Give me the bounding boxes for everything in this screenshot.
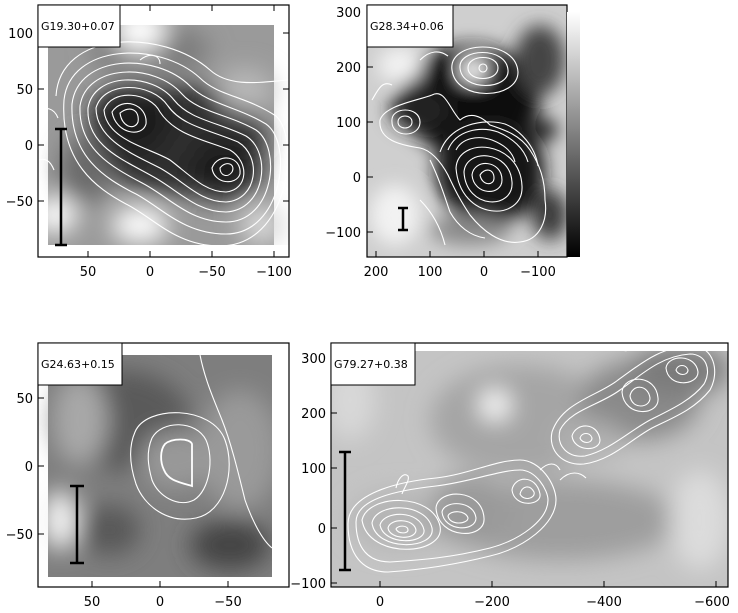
panel-g79-27: 0 −200 −400 −600 300 200 100 0 −100 G79.… xyxy=(290,342,730,610)
x-tick-label: 0 xyxy=(156,595,164,610)
x-tick-label: −200 xyxy=(474,595,510,610)
y-tick-label: 0 xyxy=(25,460,33,475)
panel4-label-box xyxy=(330,342,416,386)
x-tick-label: 50 xyxy=(84,595,101,610)
panel4-scale-bar xyxy=(339,450,351,572)
x-tick-label: 0 xyxy=(146,265,154,280)
y-tick-label: 50 xyxy=(16,83,33,98)
panel3-contours xyxy=(130,354,273,549)
panel4-contours xyxy=(347,343,716,573)
panel-g28-34: 200 100 0 −100 300 200 100 0 −100 G28.34… xyxy=(325,4,580,280)
y-tick-label: −100 xyxy=(290,577,326,592)
x-tick-label: 200 xyxy=(364,265,389,280)
x-tick-label: −100 xyxy=(520,265,556,280)
panel1-y-tick-labels: 100 50 0 −50 xyxy=(6,27,33,210)
x-tick-label: 100 xyxy=(418,265,443,280)
y-tick-label: 0 xyxy=(25,139,33,154)
panel1-contours xyxy=(38,41,289,247)
panel3-ticks xyxy=(38,397,229,587)
y-tick-label: −50 xyxy=(6,528,33,543)
panel4-ticks xyxy=(331,357,717,587)
x-tick-label: −600 xyxy=(694,595,730,610)
y-tick-label: −50 xyxy=(6,195,33,210)
y-tick-label: −100 xyxy=(325,226,361,241)
y-tick-label: 0 xyxy=(318,522,326,537)
panel1-frame xyxy=(37,4,290,258)
panel1-x-tick-labels: 50 0 −50 −100 xyxy=(80,265,292,280)
panel1-label-box xyxy=(37,4,121,48)
x-tick-label: −100 xyxy=(256,265,292,280)
panel2-scale-bar xyxy=(398,206,408,232)
panel3-scale-bar xyxy=(70,484,84,565)
y-tick-label: 100 xyxy=(336,116,361,131)
panel2-x-tick-labels: 200 100 0 −100 xyxy=(364,265,556,280)
panel4-image xyxy=(331,343,728,587)
y-tick-label: 0 xyxy=(353,171,361,186)
panel2-contours xyxy=(371,46,547,246)
panel1-image xyxy=(38,5,289,257)
panel3-x-tick-labels: 50 0 −50 xyxy=(84,595,242,610)
panel2-colorbar xyxy=(567,12,580,257)
x-tick-label: 0 xyxy=(480,265,488,280)
y-tick-label: 200 xyxy=(336,61,361,76)
panel2-y-tick-labels: 300 200 100 0 −100 xyxy=(325,6,361,241)
y-tick-label: 300 xyxy=(301,352,326,367)
panel4-y-tick-labels: 300 200 100 0 −100 xyxy=(290,352,326,592)
y-tick-label: 100 xyxy=(301,462,326,477)
panel4-x-tick-labels: 0 −200 −400 −600 xyxy=(376,595,730,610)
panel3-label: G24.63+0.15 xyxy=(41,358,115,371)
panel3-frame xyxy=(37,342,290,588)
y-tick-label: 300 xyxy=(336,6,361,21)
x-tick-label: −50 xyxy=(198,265,225,280)
panel3-y-tick-labels: 50 0 −50 xyxy=(6,392,33,543)
x-tick-label: −50 xyxy=(214,595,241,610)
panel4-label: G79.27+0.38 xyxy=(334,358,408,371)
y-tick-label: 100 xyxy=(8,27,33,42)
x-tick-label: 50 xyxy=(80,265,97,280)
panel-g19-30: 50 0 −50 −100 100 50 0 −50 G19.30+0.07 xyxy=(6,4,292,280)
y-tick-label: 50 xyxy=(16,392,33,407)
panel1-label: G19.30+0.07 xyxy=(41,20,115,33)
y-tick-label: 200 xyxy=(301,407,326,422)
panel4-frame xyxy=(330,342,729,588)
x-tick-label: −400 xyxy=(586,595,622,610)
panel3-label-box xyxy=(37,342,123,386)
panel2-label-box xyxy=(366,4,454,48)
panel1-scale-bar xyxy=(55,127,67,247)
panel2-label: G28.34+0.06 xyxy=(370,20,444,33)
x-tick-label: 0 xyxy=(376,595,384,610)
panel-g24-63: 50 0 −50 50 0 −50 G24.63+0.15 xyxy=(6,342,290,610)
